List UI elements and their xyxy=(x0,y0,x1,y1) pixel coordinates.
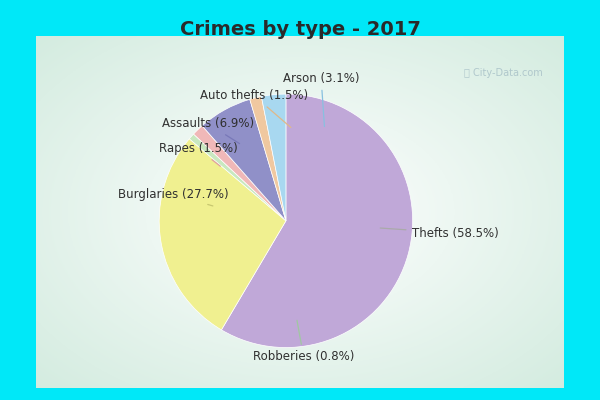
Text: Auto thefts (1.5%): Auto thefts (1.5%) xyxy=(200,89,308,128)
Wedge shape xyxy=(262,94,286,221)
Wedge shape xyxy=(221,94,413,348)
Wedge shape xyxy=(159,139,286,330)
Text: Assaults (6.9%): Assaults (6.9%) xyxy=(163,118,254,144)
Wedge shape xyxy=(194,126,286,221)
Text: Arson (3.1%): Arson (3.1%) xyxy=(283,72,359,126)
Text: Rapes (1.5%): Rapes (1.5%) xyxy=(158,142,237,166)
Text: Crimes by type - 2017: Crimes by type - 2017 xyxy=(179,20,421,39)
Text: ⓘ City-Data.com: ⓘ City-Data.com xyxy=(464,68,543,78)
Wedge shape xyxy=(202,99,286,221)
Text: Thefts (58.5%): Thefts (58.5%) xyxy=(380,227,498,240)
Text: Burglaries (27.7%): Burglaries (27.7%) xyxy=(118,188,229,206)
Wedge shape xyxy=(190,134,286,221)
Wedge shape xyxy=(250,96,286,221)
Text: Robberies (0.8%): Robberies (0.8%) xyxy=(253,320,354,363)
